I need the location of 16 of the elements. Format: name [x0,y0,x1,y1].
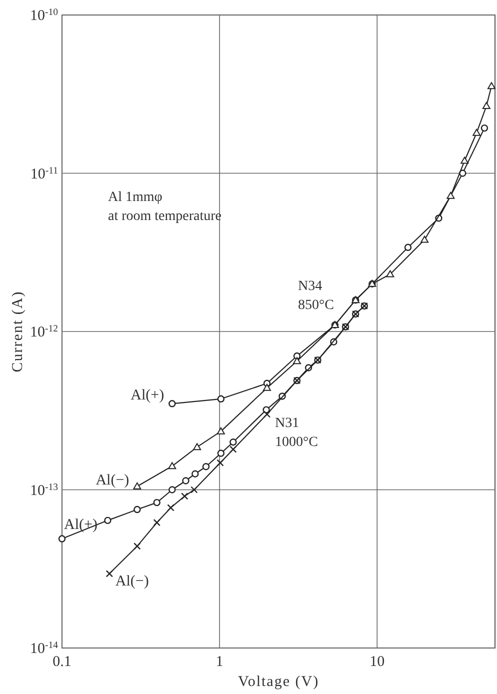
x-axis-title: Voltage (V) [238,674,320,690]
series-label: Al(−) [115,574,149,590]
x-tick-label: 0.1 [52,654,72,670]
y-axis-title: Current (A) [10,290,26,372]
series-label: Al(−) [96,472,130,488]
annotation: N31 1000°C [275,416,318,450]
y-tick-label: 10$^{-12}$ [30,323,58,340]
y-tick-label: 10$^{-10}$ [30,6,58,24]
series-label: Al(+) [64,516,98,533]
x-tick-label: 10 [370,654,385,670]
x-tick-label: 1 [216,654,224,670]
y-tick-label: 10$^{-11}$ [30,164,58,182]
annotation: N34 850°C [298,279,334,313]
y-tick-label: 10$^{-14}$ [30,640,58,657]
series-label: Al(+) [130,388,164,404]
y-tick-label: 10$^{-13}$ [30,481,58,499]
